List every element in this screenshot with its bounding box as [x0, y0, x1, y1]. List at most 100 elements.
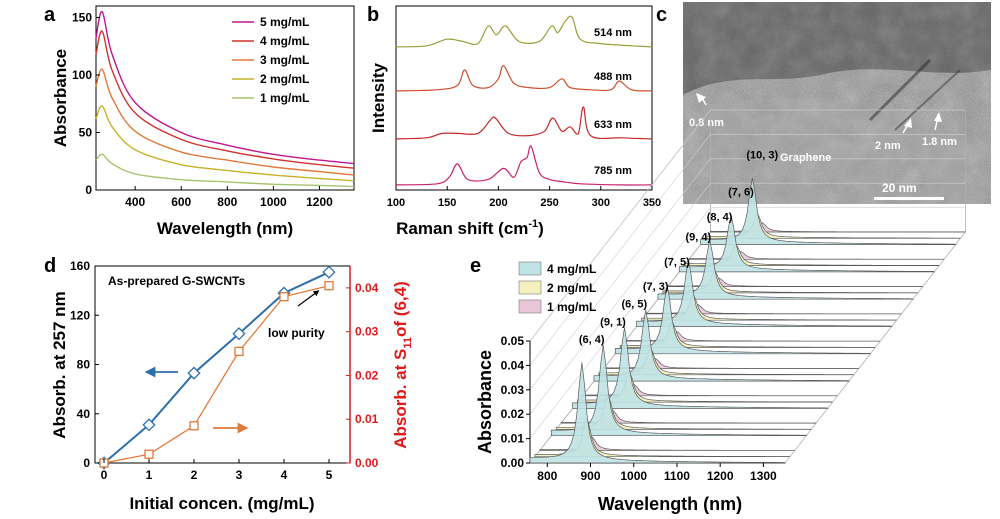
panel-d-xtick-label-0: 0 — [101, 468, 108, 482]
panel-a-xlabel: Wavelength (nm) — [157, 219, 293, 238]
panel-d-xtick-label-2: 2 — [191, 468, 198, 482]
panel-b-series-4 — [395, 145, 653, 186]
panel-d-y2tick-label-4: 0.04 — [355, 281, 379, 295]
panel-b-xtick-label-1: 150 — [438, 197, 456, 209]
panel-d-ylabel: Absorb. at 257 nm — [50, 291, 69, 438]
panel-a-legend-label-0: 5 mg/mL — [260, 15, 309, 29]
panel-e-chirality-label-6: (8, 4) — [707, 211, 733, 223]
panel-e-waterfall-chart: (10, 3) (7, 6) (8, 4) (9, 4) (7, 5) (7, 3) (6,… — [475, 108, 967, 514]
panel-e-side-grid-1 — [529, 207, 711, 439]
panel-d-point-1-5 — [322, 265, 336, 279]
panel-d-xtick-label-1: 1 — [146, 468, 153, 482]
panel-d-y2tick-label-0: 0.00 — [355, 456, 379, 470]
panel-d-ylabel2-end: of (6,4) — [391, 281, 410, 337]
panel-e-curves: (10, 3) (7, 6) (8, 4) (9, 4) (7, 5) (7, 3) (6,… — [529, 150, 966, 464]
panel-e-legend-swatch-1 — [518, 280, 542, 295]
panel-e-spectrum-8-e4 — [700, 178, 957, 245]
panel-e-spectrum-2-e4 — [572, 327, 829, 409]
tem-arrowhead-1 — [696, 93, 706, 103]
panel-b-series-label-2: 488 nm — [594, 71, 632, 83]
panel-a-ytick-label-1: 50 — [79, 126, 93, 140]
panel-a-legend-label-2: 3 mg/mL — [260, 53, 309, 67]
panel-e-xtick-label-5: 1300 — [750, 469, 777, 483]
panel-a-absorbance-chart: 400 600 800 1000 1200 0 50 100 150 5 mg/mL 4 mg/m… — [51, 5, 355, 238]
panel-e-xtick-label-3: 1100 — [664, 469, 690, 483]
panel-b-xlabel: Raman shift (cm-1) — [396, 218, 544, 238]
panel-b-curves: 514 nm 488 nm 633 nm 785 nm — [395, 15, 653, 186]
panel-d-xtick-label-5: 5 — [326, 468, 333, 482]
panel-d-point-2-5 — [324, 281, 334, 291]
panel-e-side-grid-3 — [529, 158, 711, 390]
panel-e-xtick-label-2: 1000 — [620, 469, 647, 483]
panel-d-xlabel: Initial concen. (mg/mL) — [129, 494, 314, 513]
panel-b-series-1 — [395, 15, 653, 48]
panel-b-series-2 — [395, 65, 653, 92]
panel-e-xtick-label-0: 800 — [537, 469, 557, 483]
panel-e-legend-label-2: 1 mg/mL — [547, 300, 596, 314]
panel-d-point-2-3 — [234, 346, 244, 357]
panel-a-curves — [95, 11, 355, 188]
panel-a-ytick-label-0: 0 — [85, 183, 92, 197]
panel-e-spectrum-5-e4 — [636, 259, 893, 327]
panel-b-frame — [395, 5, 653, 191]
panel-d-line-2 — [103, 285, 330, 464]
panel-b-raman-chart: 514 nm 488 nm 633 nm 785 nm 100 150 200 250 300… — [369, 5, 661, 238]
panel-d-title: As-prepared G-SWCNTs — [108, 274, 245, 288]
tem-label-0-8nm: 0.8 nm — [689, 117, 724, 129]
panel-e-spectrum-6-e4 — [657, 240, 915, 300]
panel-e-chirality-label-2: (6, 5) — [622, 299, 648, 311]
panel-d-ytick-label-4: 160 — [70, 259, 90, 273]
panel-e-side-grid-2 — [529, 183, 711, 415]
panel-a-series-4 — [95, 105, 355, 182]
panel-d-y2tick-label-1: 0.01 — [355, 412, 379, 426]
panel-a-frame — [95, 5, 355, 191]
panel-c-tem-image: 0.8 nm Graphene 2 nm 1.8 nm 20 nm — [683, 2, 991, 204]
panel-a-ylabel: Absorbance — [51, 49, 70, 147]
panel-label-e: e — [470, 255, 481, 277]
panel-b-xlabel-end: ) — [538, 219, 544, 238]
panel-d-point-2-2 — [189, 421, 199, 431]
panel-e-spectrum-1-e4 — [550, 344, 808, 437]
panel-label-c: c — [656, 4, 667, 26]
panel-b-series-label-4: 785 nm — [594, 165, 632, 177]
tem-tube-bundle-2 — [894, 69, 961, 131]
panel-a-series-3 — [95, 68, 355, 176]
panel-d-point-1-1 — [142, 418, 156, 432]
panel-d-annotation-arrow — [297, 290, 320, 307]
panel-a-xtick-label-2: 800 — [217, 195, 237, 209]
tem-label-2nm: 2 nm — [875, 140, 901, 152]
panel-e-chirality-label-7: (7, 6) — [728, 187, 754, 199]
panel-a-ticks: 400 600 800 1000 1200 0 50 100 150 — [72, 11, 333, 210]
tem-scalebar — [874, 197, 944, 200]
panel-e-chirality-label-4: (7, 5) — [664, 256, 690, 268]
panel-a-xtick-label-4: 1200 — [306, 195, 333, 209]
panel-e-legend-label-0: 4 mg/mL — [547, 262, 596, 276]
panel-e-ticks: 800 900 1000 1100 1200 1300 0.00 0.01 0.02 0.03 0.… — [501, 334, 777, 483]
panel-b-xtick-label-4: 300 — [592, 197, 610, 209]
panel-e-ytick-label-4: 0.04 — [501, 358, 525, 372]
tem-arrowhead-2 — [904, 118, 912, 128]
panel-e-ytick-label-3: 0.03 — [501, 383, 525, 397]
panel-d-point-2-4 — [279, 291, 289, 302]
panel-b-xlabel-sup: -1 — [528, 218, 538, 230]
panel-e-spectrum-0-e4 — [529, 362, 787, 464]
panel-b-xlabel-main: Raman shift (cm — [396, 219, 528, 238]
panel-d-line-1 — [103, 271, 330, 464]
panel-b-series-label-3: 633 nm — [594, 119, 632, 131]
panel-e-chirality-label-0: (6, 4) — [579, 334, 605, 346]
panel-d-point-1-2 — [187, 366, 201, 380]
panel-e-spectrum-3-e4 — [593, 309, 851, 382]
panel-label-b: b — [367, 4, 379, 26]
panel-e-ytick-label-0: 0.00 — [501, 456, 525, 470]
panel-e-xtick-label-1: 900 — [580, 469, 600, 483]
panel-a-legend-label-4: 1 mg/mL — [260, 91, 309, 105]
panel-d-ytick-label-0: 0 — [83, 456, 90, 470]
panel-a-xtick-label-1: 600 — [171, 195, 191, 209]
panel-d-y2tick-label-2: 0.02 — [355, 368, 379, 382]
panel-e-legend: 4 mg/mL 2 mg/mL 1 mg/mL — [518, 261, 596, 314]
panel-label-a: a — [44, 4, 56, 26]
panel-e-chirality-label-5: (9, 4) — [685, 231, 711, 243]
panel-e-legend-swatch-2 — [518, 299, 542, 314]
panel-e-ytick-label-5: 0.05 — [501, 334, 525, 348]
